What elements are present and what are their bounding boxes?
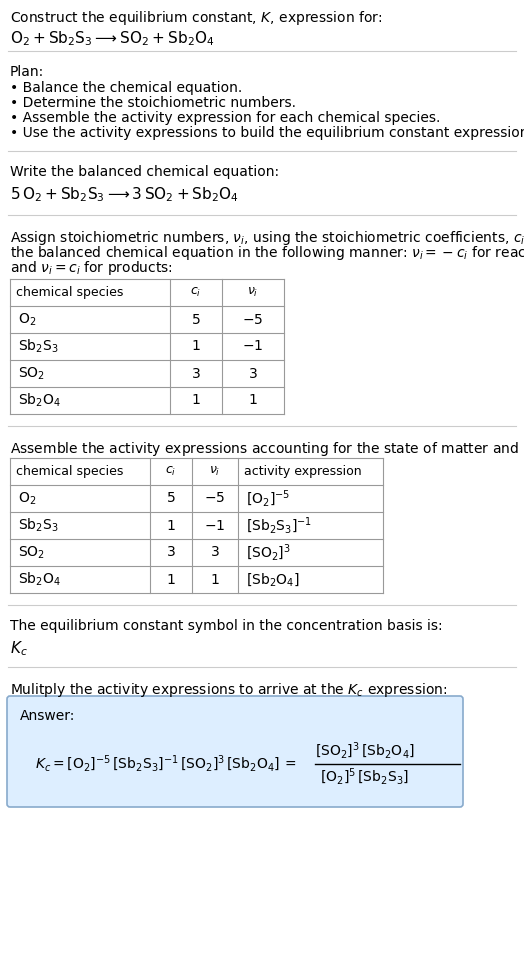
Text: $\mathrm{O_2}$: $\mathrm{O_2}$ (18, 490, 36, 506)
Text: $-5$: $-5$ (204, 491, 226, 505)
Text: $-5$: $-5$ (243, 312, 264, 327)
Text: chemical species: chemical species (16, 465, 123, 478)
Text: 3: 3 (248, 366, 257, 381)
Text: $\mathrm{O_2 + Sb_2S_3 \longrightarrow SO_2 + Sb_2O_4}$: $\mathrm{O_2 + Sb_2S_3 \longrightarrow S… (10, 29, 215, 48)
Text: Write the balanced chemical equation:: Write the balanced chemical equation: (10, 165, 279, 179)
Text: • Balance the chemical equation.: • Balance the chemical equation. (10, 81, 242, 95)
Text: 1: 1 (211, 573, 220, 586)
Text: 1: 1 (192, 339, 201, 354)
Text: 3: 3 (211, 546, 220, 559)
Text: and $\nu_i = c_i$ for products:: and $\nu_i = c_i$ for products: (10, 259, 173, 277)
Text: Construct the equilibrium constant, $K$, expression for:: Construct the equilibrium constant, $K$,… (10, 9, 383, 27)
Bar (10, 279, 284, 414)
Text: Mulitply the activity expressions to arrive at the $K_c$ expression:: Mulitply the activity expressions to arr… (10, 681, 447, 699)
Text: Assemble the activity expressions accounting for the state of matter and $\nu_i$: Assemble the activity expressions accoun… (10, 440, 524, 458)
Text: $\mathrm{Sb_2S_3}$: $\mathrm{Sb_2S_3}$ (18, 517, 59, 534)
Text: The equilibrium constant symbol in the concentration basis is:: The equilibrium constant symbol in the c… (10, 619, 443, 633)
Text: the balanced chemical equation in the following manner: $\nu_i = -c_i$ for react: the balanced chemical equation in the fo… (10, 244, 524, 262)
Text: $[\mathrm{O_2}]^5\,[\mathrm{Sb_2S_3}]$: $[\mathrm{O_2}]^5\,[\mathrm{Sb_2S_3}]$ (321, 767, 410, 787)
Text: $c_i$: $c_i$ (166, 465, 177, 478)
Text: 5: 5 (167, 491, 176, 505)
Text: $\mathrm{SO_2}$: $\mathrm{SO_2}$ (18, 365, 45, 382)
Text: $\mathrm{Sb_2S_3}$: $\mathrm{Sb_2S_3}$ (18, 338, 59, 356)
Text: $[\mathrm{Sb_2O_4}]$: $[\mathrm{Sb_2O_4}]$ (246, 571, 300, 588)
Text: Plan:: Plan: (10, 65, 44, 79)
Text: $c_i$: $c_i$ (190, 286, 202, 299)
Text: • Use the activity expressions to build the equilibrium constant expression.: • Use the activity expressions to build … (10, 126, 524, 140)
Text: chemical species: chemical species (16, 286, 123, 299)
Text: $5\,\mathrm{O_2 + Sb_2S_3 \longrightarrow 3\,SO_2 + Sb_2O_4}$: $5\,\mathrm{O_2 + Sb_2S_3 \longrightarro… (10, 185, 239, 204)
Text: $[\mathrm{SO_2}]^3$: $[\mathrm{SO_2}]^3$ (246, 542, 291, 563)
Text: $\mathrm{Sb_2O_4}$: $\mathrm{Sb_2O_4}$ (18, 392, 61, 409)
Text: Assign stoichiometric numbers, $\nu_i$, using the stoichiometric coefficients, $: Assign stoichiometric numbers, $\nu_i$, … (10, 229, 524, 247)
Text: 3: 3 (192, 366, 200, 381)
Text: 3: 3 (167, 546, 176, 559)
Text: $-1$: $-1$ (204, 519, 226, 532)
Text: • Assemble the activity expression for each chemical species.: • Assemble the activity expression for e… (10, 111, 440, 125)
Text: $[\mathrm{Sb_2S_3}]^{-1}$: $[\mathrm{Sb_2S_3}]^{-1}$ (246, 515, 312, 535)
Text: 1: 1 (167, 573, 176, 586)
Text: Answer:: Answer: (20, 709, 75, 723)
Text: $[\mathrm{O_2}]^{-5}$: $[\mathrm{O_2}]^{-5}$ (246, 488, 290, 508)
FancyBboxPatch shape (7, 696, 463, 807)
Bar (10, 458, 383, 593)
Text: 1: 1 (192, 393, 201, 407)
Text: $\nu_i$: $\nu_i$ (247, 286, 259, 299)
Text: $\nu_i$: $\nu_i$ (209, 465, 221, 478)
Text: activity expression: activity expression (244, 465, 362, 478)
Text: $\mathrm{Sb_2O_4}$: $\mathrm{Sb_2O_4}$ (18, 571, 61, 588)
Text: $\mathrm{O_2}$: $\mathrm{O_2}$ (18, 311, 36, 328)
Text: $[\mathrm{SO_2}]^3\,[\mathrm{Sb_2O_4}]$: $[\mathrm{SO_2}]^3\,[\mathrm{Sb_2O_4}]$ (315, 741, 415, 761)
Text: $-1$: $-1$ (243, 339, 264, 354)
Text: 5: 5 (192, 312, 200, 327)
Text: 1: 1 (167, 519, 176, 532)
Text: $K_c = [\mathrm{O_2}]^{-5}\,[\mathrm{Sb_2S_3}]^{-1}\,[\mathrm{SO_2}]^3\,[\mathrm: $K_c = [\mathrm{O_2}]^{-5}\,[\mathrm{Sb_… (35, 753, 297, 775)
Text: • Determine the stoichiometric numbers.: • Determine the stoichiometric numbers. (10, 96, 296, 110)
Text: $\mathrm{SO_2}$: $\mathrm{SO_2}$ (18, 544, 45, 560)
Text: 1: 1 (248, 393, 257, 407)
Text: $K_c$: $K_c$ (10, 639, 28, 657)
